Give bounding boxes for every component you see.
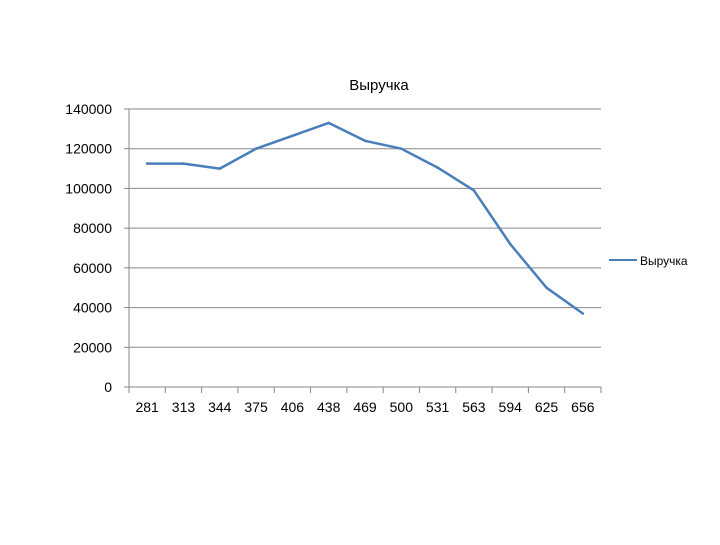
x-tick-label: 531 — [426, 399, 450, 415]
x-tick-label: 594 — [499, 399, 523, 415]
legend-label: Выручка — [640, 254, 688, 268]
data-point — [581, 312, 585, 315]
gridlines — [124, 108, 601, 388]
x-tick-label: 281 — [135, 399, 159, 415]
y-axis-tick-labels: 0 20000 40000 60000 80000 100000 120000 140000 — [65, 101, 112, 395]
x-axis — [128, 109, 602, 393]
x-tick-label: 625 — [535, 399, 559, 415]
data-point — [327, 121, 330, 125]
data-point — [508, 242, 512, 246]
x-tick-label: 500 — [390, 399, 414, 415]
x-tick-label: 563 — [462, 399, 486, 415]
data-point — [436, 166, 439, 169]
y-tick-label: 40000 — [73, 300, 112, 316]
x-tick-label: 406 — [281, 399, 305, 415]
y-tick-label: 120000 — [65, 141, 112, 157]
y-tick-label: 100000 — [65, 180, 112, 196]
x-axis-tick-labels: 281 313 344 375 406 438 469 500 531 563 594 625 656 — [135, 399, 594, 415]
series-layer — [145, 121, 585, 315]
y-tick-label: 60000 — [73, 260, 112, 276]
data-point — [363, 139, 367, 143]
data-point — [182, 162, 185, 165]
x-tick-label: 438 — [317, 399, 341, 415]
y-tick-label: 80000 — [73, 220, 112, 236]
chart-title: Выручка — [349, 77, 409, 94]
series-line — [147, 121, 584, 315]
x-tick-label: 656 — [571, 399, 595, 415]
data-point — [254, 147, 258, 151]
y-tick-label: 20000 — [73, 339, 112, 355]
data-point — [291, 134, 294, 138]
data-point — [218, 167, 222, 170]
data-point — [145, 162, 149, 165]
legend: Выручка — [609, 254, 688, 268]
x-tick-label: 375 — [244, 399, 268, 415]
data-point — [545, 286, 548, 290]
x-tick-label: 313 — [172, 399, 196, 415]
x-tick-label: 344 — [208, 399, 232, 415]
data-point — [400, 147, 403, 151]
y-tick-label: 140000 — [65, 101, 112, 117]
y-tick-label: 0 — [104, 379, 112, 395]
x-tick-label: 469 — [353, 399, 377, 415]
data-point — [472, 189, 476, 192]
